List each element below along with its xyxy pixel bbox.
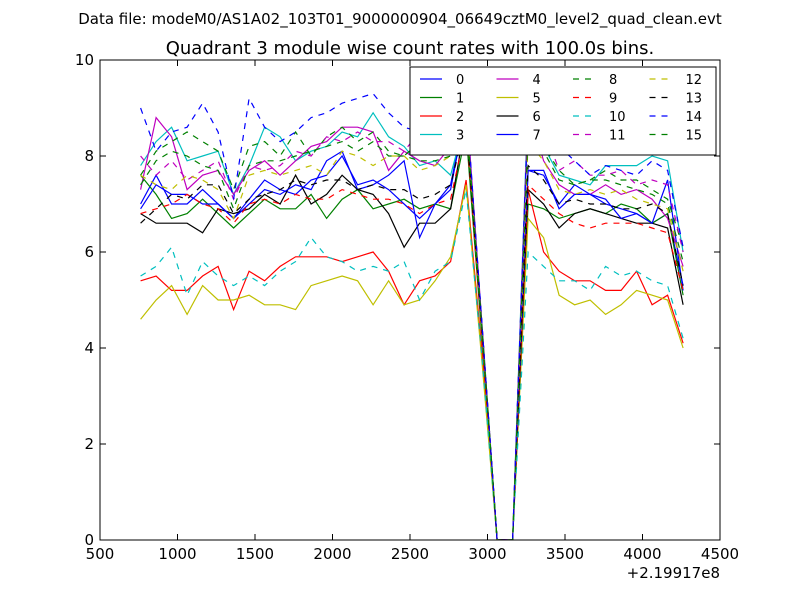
x-tick-label: 2500 xyxy=(391,545,429,563)
legend-label-6: 6 xyxy=(533,110,541,125)
legend-label-14: 14 xyxy=(686,110,703,125)
legend-label-5: 5 xyxy=(533,92,541,107)
series-line-2 xyxy=(140,179,684,540)
series-line-7 xyxy=(140,107,684,540)
data-file-label: Data file: modeM0/AS1A02_103T01_90000009… xyxy=(78,10,722,29)
x-tick-label: 3000 xyxy=(468,545,506,563)
series-line-9 xyxy=(140,127,684,540)
series-layer xyxy=(140,92,684,540)
x-offset-label: +2.19917e8 xyxy=(627,564,720,582)
x-tick-label: 1000 xyxy=(158,545,196,563)
series-line-10 xyxy=(140,189,684,540)
x-tick-label: 2000 xyxy=(313,545,351,563)
legend-label-8: 8 xyxy=(609,73,617,88)
ticks-layer: 500 1000 1500 2000 2500 3000 3500 4000 4500 0 2 4 6 8… xyxy=(75,51,739,563)
legend-label-11: 11 xyxy=(609,129,626,144)
y-tick-label: 10 xyxy=(75,51,94,69)
series-line-15 xyxy=(140,112,684,540)
chart-title: Quadrant 3 module wise count rates with … xyxy=(166,38,655,59)
x-tick-label: 500 xyxy=(86,545,115,563)
x-tick-label: 3500 xyxy=(546,545,584,563)
x-tick-label: 4000 xyxy=(623,545,661,563)
legend-label-10: 10 xyxy=(609,110,626,125)
legend-label-4: 4 xyxy=(533,73,541,88)
x-tick-label: 1500 xyxy=(236,545,274,563)
legend-label-7: 7 xyxy=(533,129,541,144)
series-line-5 xyxy=(140,184,684,540)
y-tick-label: 2 xyxy=(84,435,94,453)
legend-label-13: 13 xyxy=(686,92,703,107)
legend-label-12: 12 xyxy=(686,73,703,88)
legend-label-9: 9 xyxy=(609,92,617,107)
series-line-13 xyxy=(140,122,684,540)
legend-label-0: 0 xyxy=(456,73,464,88)
series-line-6 xyxy=(140,117,684,540)
y-tick-label: 8 xyxy=(84,147,94,165)
y-tick-label: 6 xyxy=(84,243,94,261)
legend-label-1: 1 xyxy=(456,92,464,107)
series-line-12 xyxy=(140,112,684,540)
y-tick-label: 0 xyxy=(84,531,94,549)
series-line-8 xyxy=(140,105,684,540)
legend-label-15: 15 xyxy=(686,129,703,144)
legend-label-3: 3 xyxy=(456,129,464,144)
x-tick-label: 4500 xyxy=(701,545,739,563)
y-tick-label: 4 xyxy=(84,339,94,357)
legend-box xyxy=(409,66,717,156)
legend-label-2: 2 xyxy=(456,110,464,125)
